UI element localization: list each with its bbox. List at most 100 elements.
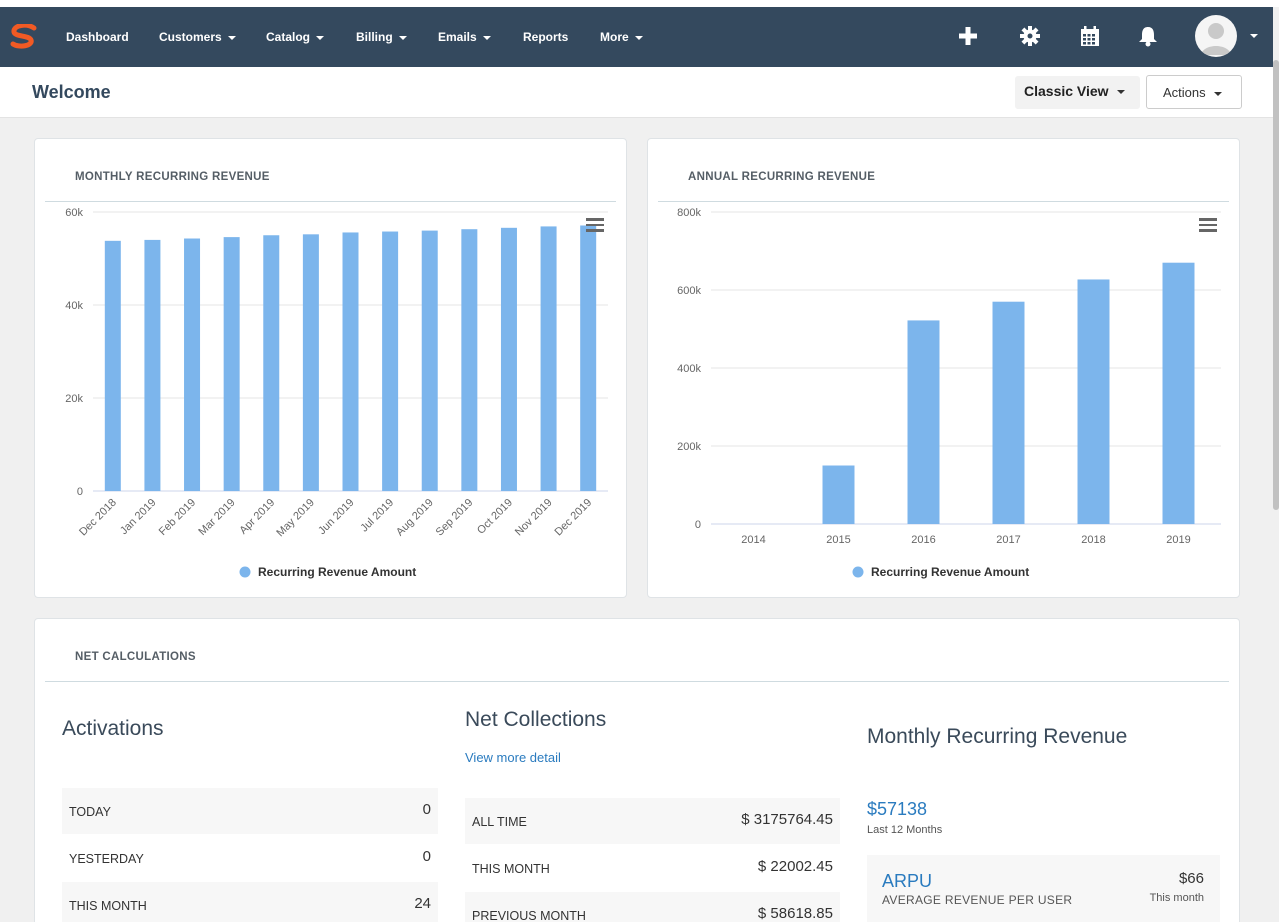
x-tick-label: 2017 xyxy=(996,534,1020,546)
row-value: $ 58618.85 xyxy=(757,905,833,922)
row-label: ALL TIME xyxy=(472,815,527,829)
chart-bar xyxy=(223,237,240,491)
y-tick-label: 40k xyxy=(65,300,83,312)
nav-billing-label: Billing xyxy=(356,30,393,44)
annual-revenue-chart: 0 200k 400k 600k 800k 2014 2015 2016 2017 2018 201… xyxy=(677,207,1221,579)
y-tick-label: 20k xyxy=(65,393,83,405)
row-label: YESTERDAY xyxy=(69,852,144,866)
annual-revenue-title: ANNUAL RECURRING REVENUE xyxy=(688,171,876,183)
calendar-icon[interactable] xyxy=(1079,25,1101,47)
table-row: THIS MONTH $ 22002.45 xyxy=(465,845,840,891)
chevron-down-icon xyxy=(1116,90,1125,95)
chart-menu-icon[interactable] xyxy=(1199,218,1217,232)
chevron-down-icon xyxy=(634,35,643,40)
arpu-value: $66 xyxy=(1178,870,1204,887)
x-tick-label: Aug 2019 xyxy=(394,497,436,539)
top-strip xyxy=(0,0,1279,7)
nav-more[interactable]: More xyxy=(600,30,643,44)
chart-bar xyxy=(421,230,438,491)
table-row: YESTERDAY 0 xyxy=(62,835,438,881)
nav-catalog-label: Catalog xyxy=(266,30,311,44)
arpu-card: ARPU AVERAGE REVENUE PER USER $66 This m… xyxy=(867,855,1220,922)
nav-billing[interactable]: Billing xyxy=(356,30,407,44)
brand-logo-icon[interactable] xyxy=(9,24,39,50)
arpu-period: This month xyxy=(1149,892,1204,904)
row-label: THIS MONTH xyxy=(472,862,550,876)
monthly-revenue-title: MONTHLY RECURRING REVENUE xyxy=(75,171,270,183)
divider xyxy=(658,201,1229,202)
chart-bar xyxy=(580,225,597,492)
chart-bar xyxy=(144,239,161,491)
classic-view-label: Classic View xyxy=(1024,83,1109,99)
chart-menu-icon[interactable] xyxy=(586,218,604,232)
x-tick-label: Mar 2019 xyxy=(196,497,237,538)
avatar[interactable] xyxy=(1195,15,1237,57)
x-tick-label: Nov 2019 xyxy=(513,497,555,539)
chart-bar xyxy=(1162,262,1195,524)
nav-emails[interactable]: Emails xyxy=(438,30,491,44)
chart-bar xyxy=(992,301,1025,524)
chart-bar xyxy=(500,227,517,491)
mrr-period: Last 12 Months xyxy=(867,824,943,836)
row-value: $ 22002.45 xyxy=(757,858,833,875)
chart-bar xyxy=(263,235,280,491)
nav-dashboard[interactable]: Dashboard xyxy=(66,30,129,44)
plus-icon[interactable] xyxy=(957,25,979,47)
chevron-down-icon xyxy=(227,35,236,40)
nav-reports[interactable]: Reports xyxy=(523,30,568,44)
x-tick-label: Dec 2019 xyxy=(553,497,595,539)
chevron-down-icon xyxy=(482,35,491,40)
legend-label: Recurring Revenue Amount xyxy=(871,565,1029,579)
scrollbar-thumb[interactable] xyxy=(1273,60,1279,510)
y-tick-label: 800k xyxy=(677,207,701,219)
net-calculations-panel: NET CALCULATIONS Activations TODAY 0 YES… xyxy=(34,618,1240,922)
arpu-link[interactable]: ARPU xyxy=(882,871,933,891)
row-value: 24 xyxy=(414,895,431,912)
avatar-chevron-down-icon[interactable] xyxy=(1250,34,1258,38)
chart-bar xyxy=(184,238,201,491)
user-silhouette-icon xyxy=(1201,23,1231,55)
row-value: $ 3175764.45 xyxy=(741,811,833,828)
page-title: Welcome xyxy=(32,82,111,102)
net-calculations-title: NET CALCULATIONS xyxy=(75,651,196,663)
table-row: THIS MONTH 24 xyxy=(62,882,438,922)
x-tick-label: Apr 2019 xyxy=(237,497,277,537)
chevron-down-icon xyxy=(398,35,407,40)
chart-bar xyxy=(461,229,478,491)
chart-bar xyxy=(342,232,359,491)
row-label: THIS MONTH xyxy=(69,899,147,913)
x-tick-label: 2016 xyxy=(911,534,935,546)
y-tick-label: 400k xyxy=(677,363,701,375)
annual-revenue-panel: ANNUAL RECURRING REVENUE 0 200k 400k 600k 80… xyxy=(647,138,1240,598)
mrr-amount-link[interactable]: $57138 xyxy=(867,799,928,819)
page-header: Welcome Classic View Actions xyxy=(0,67,1273,118)
actions-label: Actions xyxy=(1163,85,1206,100)
row-value: 0 xyxy=(422,848,431,865)
arpu-description: AVERAGE REVENUE PER USER xyxy=(882,893,1073,907)
nav-catalog[interactable]: Catalog xyxy=(266,30,325,44)
nav-emails-label: Emails xyxy=(438,30,477,44)
chart-bar xyxy=(1077,279,1110,524)
row-value: 0 xyxy=(422,801,431,818)
nav-customers[interactable]: Customers xyxy=(159,30,236,44)
table-row: PREVIOUS MONTH $ 58618.85 xyxy=(465,892,840,922)
chevron-down-icon xyxy=(1213,91,1222,96)
legend-marker xyxy=(852,566,864,578)
view-more-detail-link[interactable]: View more detail xyxy=(465,750,561,765)
nav-more-label: More xyxy=(600,30,629,44)
top-navbar: Dashboard Customers Catalog Billing Emai… xyxy=(0,7,1273,67)
actions-button[interactable]: Actions xyxy=(1146,75,1242,109)
y-tick-label: 600k xyxy=(677,285,701,297)
chart-bar xyxy=(104,240,121,491)
net-collections-title: Net Collections xyxy=(465,708,607,731)
legend-marker xyxy=(239,566,251,578)
bell-icon[interactable] xyxy=(1137,25,1159,47)
y-tick-label: 0 xyxy=(77,486,83,498)
monthly-revenue-panel: MONTHLY RECURRING REVENUE 0 20k 40k 60k Dec … xyxy=(34,138,627,598)
chart-bar xyxy=(302,234,319,491)
gear-icon[interactable] xyxy=(1019,25,1041,47)
activations-title: Activations xyxy=(62,717,164,740)
classic-view-dropdown[interactable]: Classic View xyxy=(1015,76,1140,109)
x-tick-label: 2018 xyxy=(1081,534,1105,546)
